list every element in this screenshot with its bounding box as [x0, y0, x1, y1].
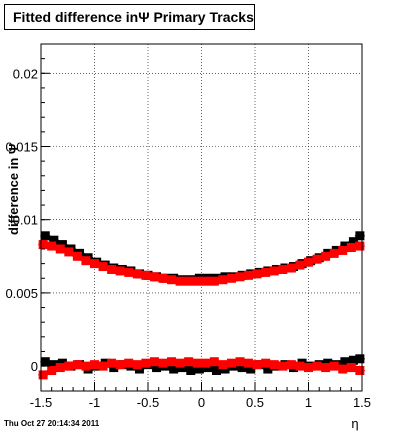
- x-axis-ticks: -1.5 -1 -0.5 0 0.5 1 1.5: [30, 382, 371, 410]
- y-tick-label: 0.015: [5, 139, 38, 154]
- y-tick-label: 0.01: [13, 213, 38, 228]
- x-axis-label: η: [351, 416, 358, 431]
- x-tick-label: -1.5: [30, 395, 52, 410]
- chart-title-box: Fitted difference inΨ Primary Tracks: [4, 4, 255, 30]
- upper-band-points: [38, 231, 365, 286]
- x-tick-label: 1: [305, 395, 312, 410]
- x-tick-label: -0.5: [137, 395, 159, 410]
- grid-lines: [40, 44, 363, 391]
- y-tick-label: 0.005: [5, 286, 38, 301]
- x-tick-label: -1: [89, 395, 101, 410]
- footer-date: Thu Oct 27 20:14:34 2011: [4, 419, 100, 428]
- x-tick-label: 0: [198, 395, 205, 410]
- x-tick-label: 0.5: [246, 395, 264, 410]
- lower-band-points: [38, 354, 365, 380]
- x-tick-label: 1.5: [353, 395, 371, 410]
- y-tick-label: 0: [31, 359, 38, 374]
- y-tick-label: 0.02: [13, 66, 38, 81]
- chart-title: Fitted difference inΨ Primary Tracks: [13, 9, 254, 25]
- y-axis-ticks: 0 0.005 0.01 0.015 0.02: [5, 43, 50, 374]
